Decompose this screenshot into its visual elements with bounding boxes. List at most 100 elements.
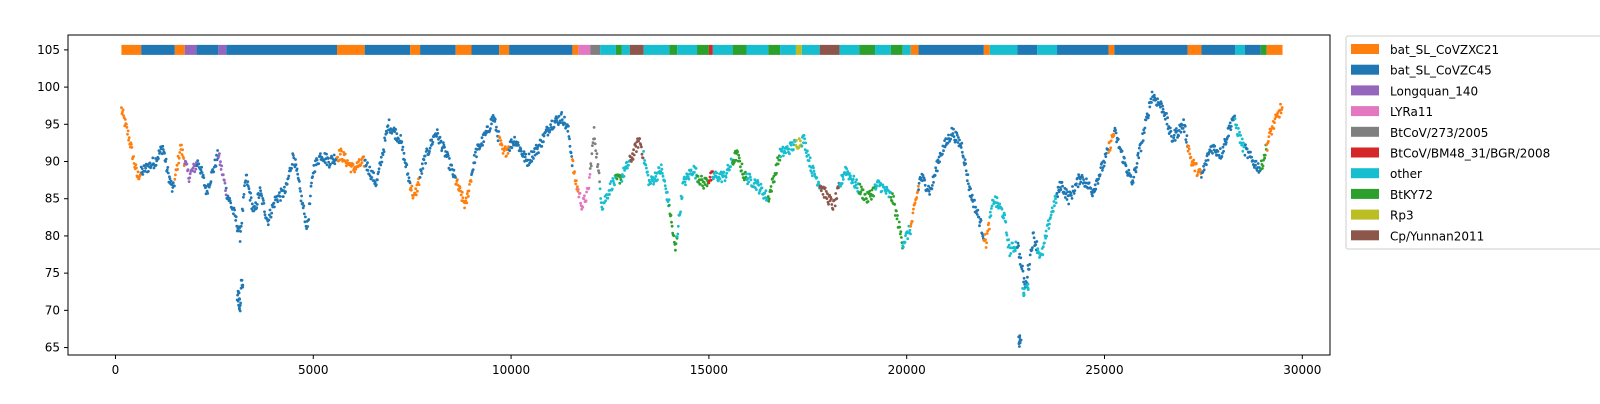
plot-area [120,44,1284,348]
data-point [1220,155,1224,158]
legend-label-bat-sl-covzxc21: bat_SL_CoVZXC21 [1390,43,1499,57]
data-point [448,168,452,172]
data-point [725,171,729,175]
data-point [123,118,127,121]
data-point [1192,158,1196,162]
data-point [307,218,311,221]
data-point [1022,293,1026,297]
data-point [1036,247,1040,251]
y-tick-label: 75 [45,266,60,280]
data-point [507,145,510,149]
data-point [1026,288,1030,291]
band-segment-bat-sl-covzxc21 [337,44,365,55]
data-point [542,140,545,144]
data-point [381,153,385,157]
band-segment-other [875,44,891,55]
data-point [546,133,550,137]
point-run-longquan-140 [183,159,198,184]
data-point [921,173,925,177]
data-point [224,186,228,190]
band-segment-bat-sl-covzxc21 [499,44,510,55]
data-point [609,180,613,183]
data-point [1116,137,1120,141]
data-point [933,174,937,177]
data-point [1056,185,1060,189]
data-point [1181,123,1184,127]
data-point [854,180,857,184]
point-run-cp-yunnan2011 [628,137,645,163]
data-point [486,125,489,128]
data-point [826,200,830,204]
data-point [242,195,245,199]
data-point [587,186,591,190]
data-point [663,179,667,183]
data-point [120,106,123,109]
band-segment-bat-sl-covzxc21 [410,44,421,55]
data-point [121,108,125,112]
data-point [460,190,464,194]
data-point [986,229,990,233]
data-point [213,158,217,162]
point-run-btky72 [731,149,748,182]
data-point [812,169,816,173]
data-point [626,166,629,170]
data-point [1187,144,1191,148]
data-point [296,172,300,176]
data-point [234,215,238,219]
data-point [568,137,571,141]
data-point [833,204,837,208]
data-point [611,177,615,180]
data-point [161,144,165,148]
band-segment-bat-sl-covzxc21 [983,44,990,55]
data-point [811,174,814,178]
data-point [772,180,776,184]
data-point [283,185,286,189]
data-point [1234,126,1238,130]
point-run-bat-sl-covzxc21 [335,147,366,174]
data-point [235,224,239,228]
data-point [700,178,704,182]
data-point [1020,267,1024,271]
data-point [1171,139,1175,143]
data-point [217,154,221,158]
data-point [645,166,648,170]
data-point [137,177,141,181]
data-point [622,175,626,178]
data-point [262,199,265,202]
data-point [718,177,722,181]
data-point [608,193,611,196]
data-point [955,133,959,137]
data-point [785,145,789,148]
data-point [1161,107,1165,111]
data-point [684,183,687,187]
data-point [144,166,148,170]
plot-frame [67,34,1331,356]
data-point [420,172,424,175]
data-point [663,184,667,188]
data-point [771,177,775,180]
data-point [674,242,678,246]
point-run-btky72 [667,203,679,252]
data-point [522,150,526,154]
data-point [784,151,787,155]
data-point [254,201,257,205]
y-tick-label: 80 [45,229,60,243]
data-point [979,219,983,222]
data-point [563,115,566,119]
data-point [530,159,534,163]
data-point [923,183,927,187]
y-tick-label: 100 [37,80,60,94]
data-point [475,148,479,151]
data-point [1081,175,1084,179]
data-point [1032,231,1035,235]
data-point [1222,149,1225,153]
data-point [261,197,265,200]
data-point [959,146,963,149]
data-point [409,186,413,190]
data-point [281,195,285,199]
data-point [1200,176,1203,179]
point-run-bat-sl-covzxc21 [173,143,186,181]
point-run-bat-sl-covzxc21 [408,176,421,200]
data-point [790,141,794,144]
data-point [242,193,246,196]
